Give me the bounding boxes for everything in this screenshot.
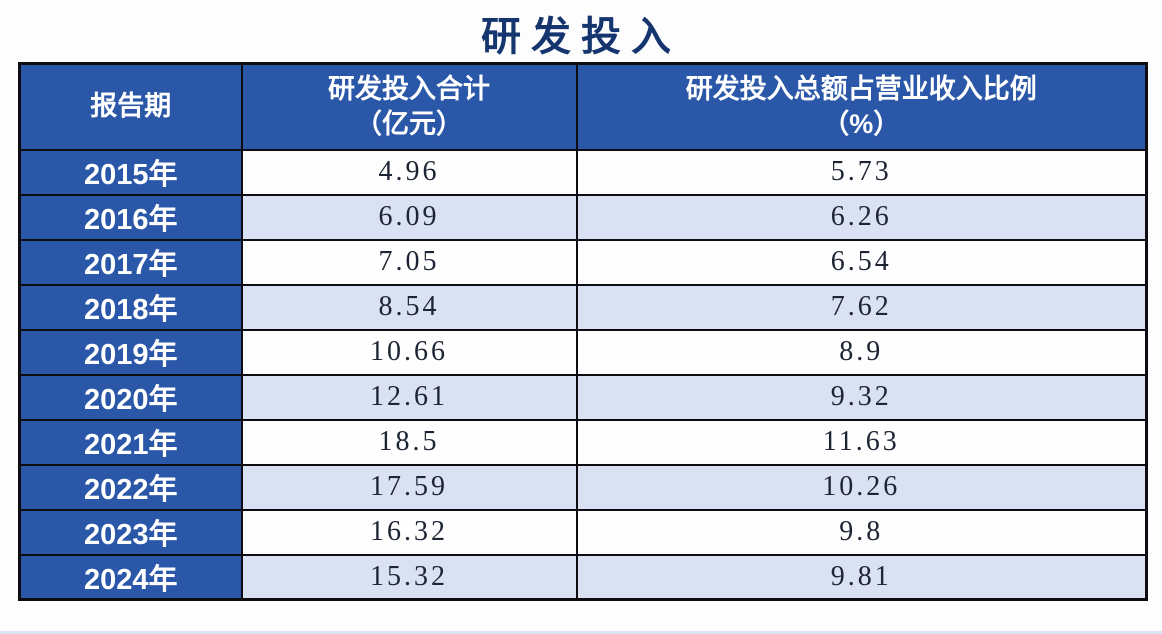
amount-cell: 12.61	[240, 373, 578, 421]
header-ratio: 研发投入总额占营业收入比例 （%）	[575, 62, 1148, 151]
table-row: 2016年 6.09 6.26	[18, 193, 1148, 241]
ratio-cell: 6.54	[575, 238, 1148, 286]
ratio-cell: 6.26	[575, 193, 1148, 241]
table-row: 2023年 16.32 9.8	[18, 508, 1148, 556]
header-amount: 研发投入合计 （亿元）	[240, 62, 578, 151]
header-amount-unit: （亿元）	[355, 108, 463, 139]
header-ratio-label: 研发投入总额占营业收入比例	[685, 73, 1037, 104]
ratio-cell: 9.81	[575, 553, 1148, 601]
table-row: 2018年 8.54 7.62	[18, 283, 1148, 331]
table-row: 2022年 17.59 10.26	[18, 463, 1148, 511]
header-period-label: 报告期	[90, 91, 172, 122]
period-cell: 2023年	[18, 508, 243, 556]
table-row: 2024年 15.32 9.81	[18, 553, 1148, 601]
table-row: 2019年 10.66 8.9	[18, 328, 1148, 376]
amount-cell: 16.32	[240, 508, 578, 556]
header-period: 报告期	[18, 62, 243, 151]
period-cell: 2018年	[18, 283, 243, 331]
ratio-cell: 9.8	[575, 508, 1148, 556]
amount-cell: 18.5	[240, 418, 578, 466]
amount-cell: 15.32	[240, 553, 578, 601]
bottom-edge-strip	[0, 631, 1162, 634]
table-row: 2020年 12.61 9.32	[18, 373, 1148, 421]
amount-cell: 10.66	[240, 328, 578, 376]
period-cell: 2019年	[18, 328, 243, 376]
amount-cell: 17.59	[240, 463, 578, 511]
rd-investment-table: 报告期 研发投入合计 （亿元） 研发投入总额占营业收入比例 （%） 2015年 …	[18, 62, 1148, 601]
period-cell: 2021年	[18, 418, 243, 466]
amount-cell: 6.09	[240, 193, 578, 241]
header-row: 报告期 研发投入合计 （亿元） 研发投入总额占营业收入比例 （%）	[18, 62, 1148, 151]
period-cell: 2015年	[18, 148, 243, 196]
header-ratio-unit: （%）	[822, 108, 901, 139]
period-cell: 2017年	[18, 238, 243, 286]
period-cell: 2016年	[18, 193, 243, 241]
amount-cell: 4.96	[240, 148, 578, 196]
period-cell: 2024年	[18, 553, 243, 601]
table-row: 2017年 7.05 6.54	[18, 238, 1148, 286]
ratio-cell: 10.26	[575, 463, 1148, 511]
page-title: 研发投入	[481, 14, 681, 59]
table-row: 2021年 18.5 11.63	[18, 418, 1148, 466]
period-cell: 2022年	[18, 463, 243, 511]
amount-cell: 7.05	[240, 238, 578, 286]
table-row: 2015年 4.96 5.73	[18, 148, 1148, 196]
amount-cell: 8.54	[240, 283, 578, 331]
ratio-cell: 9.32	[575, 373, 1148, 421]
header-amount-label: 研发投入合计	[328, 73, 490, 104]
ratio-cell: 7.62	[575, 283, 1148, 331]
ratio-cell: 5.73	[575, 148, 1148, 196]
period-cell: 2020年	[18, 373, 243, 421]
ratio-cell: 11.63	[575, 418, 1148, 466]
ratio-cell: 8.9	[575, 328, 1148, 376]
